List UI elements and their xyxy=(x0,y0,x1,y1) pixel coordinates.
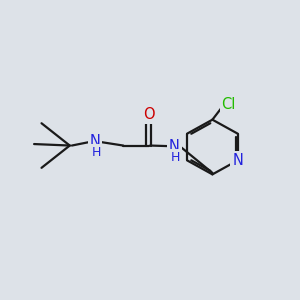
Text: O: O xyxy=(143,107,154,122)
Text: H: H xyxy=(171,151,180,164)
Text: Cl: Cl xyxy=(222,97,236,112)
Text: N: N xyxy=(169,139,180,154)
Text: N: N xyxy=(90,134,101,149)
Text: N: N xyxy=(232,153,243,168)
Text: H: H xyxy=(92,146,101,159)
